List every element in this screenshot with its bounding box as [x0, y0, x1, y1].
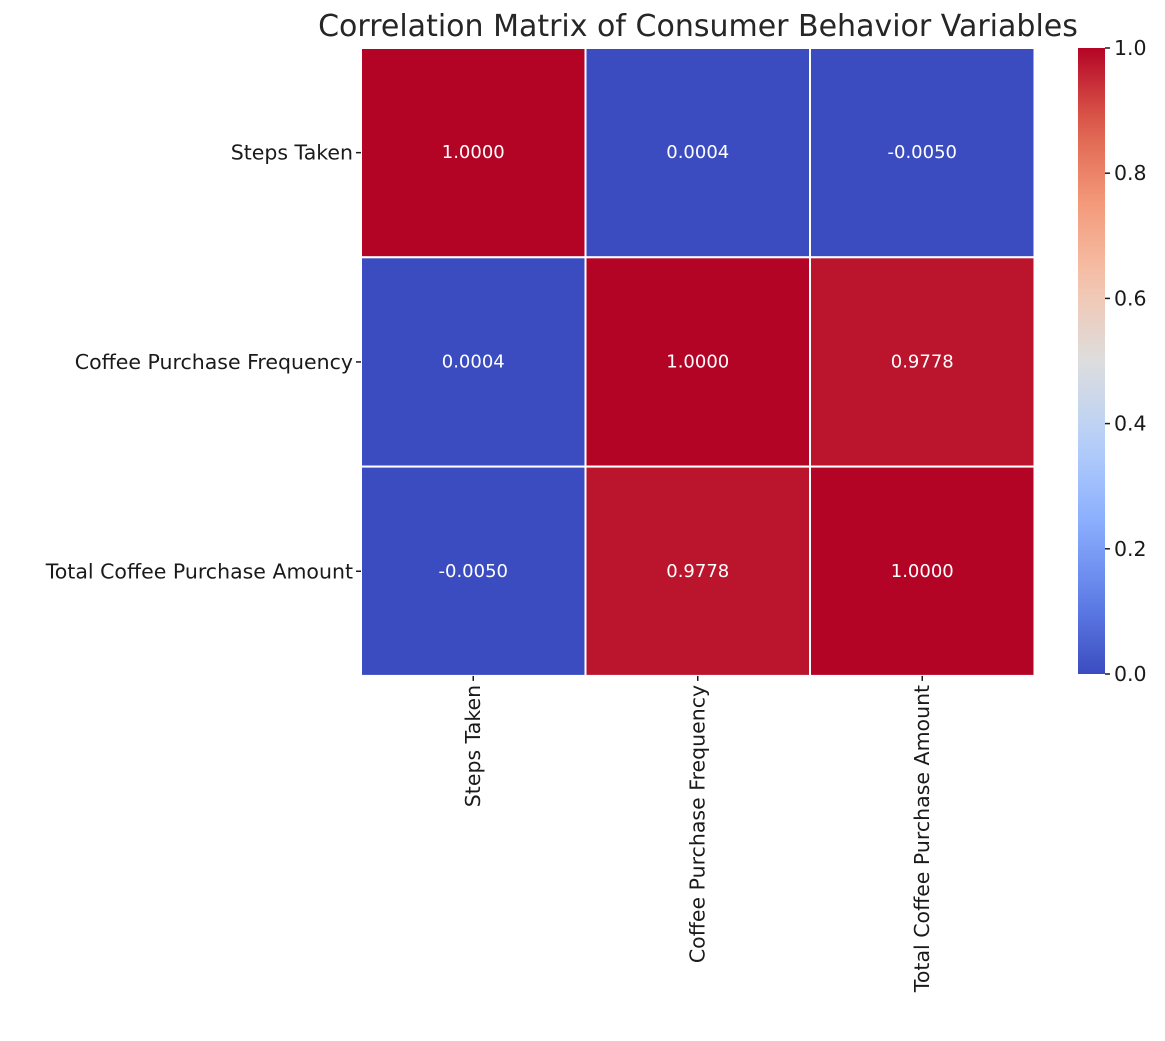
colorbar-tick-label-0: 0.0 — [1114, 662, 1147, 686]
colorbar-tick-label-3: 0.6 — [1114, 286, 1147, 310]
colorbar-tick-label-5: 1.0 — [1114, 36, 1147, 60]
cell-value-label-r0-c1: 0.0004 — [666, 142, 729, 163]
col-tick-label-2: Total Coffee Purchase Amount — [910, 685, 934, 993]
chart-title: Correlation Matrix of Consumer Behavior … — [318, 9, 1078, 44]
col-tick-labels: Steps Taken Coffee Purchase Frequency Tota… — [461, 675, 934, 993]
cell-value-label-r2-c0: -0.0050 — [439, 561, 508, 582]
heatmap-cell-r0-c1 — [584, 47, 811, 259]
row-tick-label-2: Total Coffee Purchase Amount — [45, 559, 353, 583]
heatmap-cell-r2-c1 — [584, 465, 811, 677]
heatmap-cell-r1-c0 — [360, 256, 587, 468]
row-tick-label-0: Steps Taken — [231, 141, 353, 165]
cell-value-label-r1-c0: 0.0004 — [442, 351, 505, 372]
cell-labels: 1.0000 0.0004 -0.0050 0.0004 1.0000 0.9778 -0.… — [439, 142, 957, 582]
cell-value-label-r1-c1: 1.0000 — [666, 351, 729, 372]
cell-value-label-r0-c0: 1.0000 — [442, 142, 505, 163]
heatmap-cells — [360, 47, 1036, 677]
col-tick-label-1: Coffee Purchase Frequency — [686, 685, 710, 963]
colorbar-tick-label-4: 0.8 — [1114, 161, 1147, 185]
row-tick-labels: Steps Taken Coffee Purchase Frequency Tota… — [45, 141, 361, 583]
row-tick-label-1: Coffee Purchase Frequency — [75, 350, 353, 374]
heatmap-cell-r0-c2 — [809, 47, 1036, 259]
cell-value-label-r0-c2: -0.0050 — [888, 142, 957, 163]
col-tick-label-0: Steps Taken — [461, 685, 485, 807]
heatmap-cell-r1-c2 — [809, 256, 1036, 468]
cell-value-label-r1-c2: 0.9778 — [891, 351, 954, 372]
cell-value-label-r2-c1: 0.9778 — [666, 561, 729, 582]
heatmap-cell-r0-c0 — [360, 47, 587, 259]
colorbar: 0.0 0.2 0.4 0.6 0.8 1.0 — [1078, 36, 1147, 686]
colorbar-gradient — [1078, 48, 1105, 674]
colorbar-tick-label-1: 0.2 — [1114, 537, 1147, 561]
cell-value-label-r2-c2: 1.0000 — [891, 561, 954, 582]
colorbar-tick-label-2: 0.4 — [1114, 412, 1147, 436]
heatmap-cell-r1-c1 — [584, 256, 811, 468]
